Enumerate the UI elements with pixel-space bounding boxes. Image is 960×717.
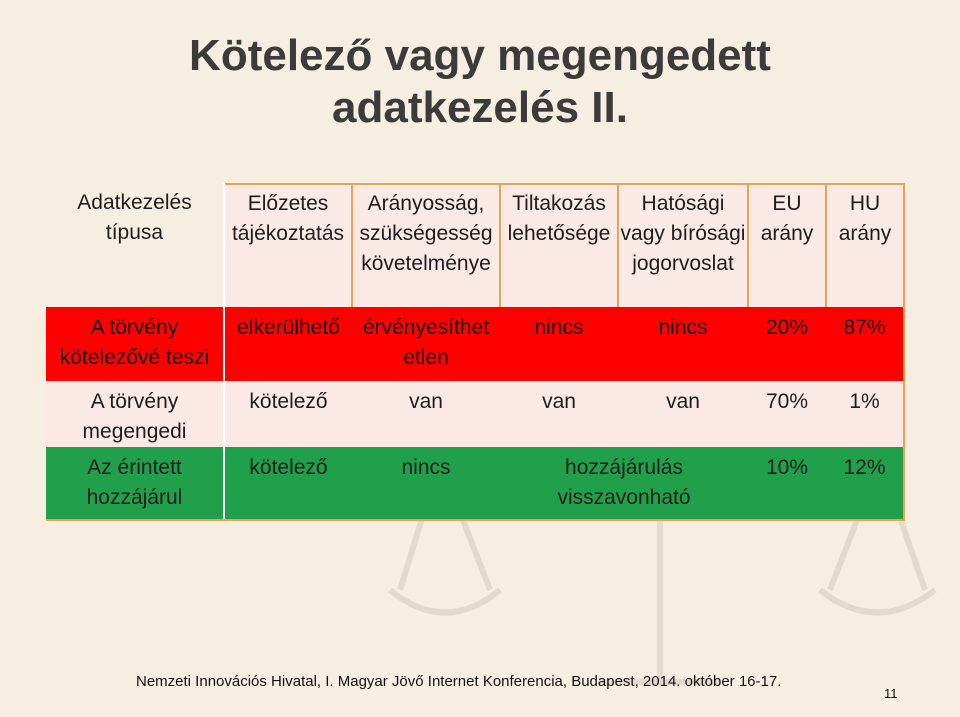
header-cell: Adatkezelés típusa: [46, 184, 225, 307]
table-row: Az érintett hozzájárul kötelező nincs ho…: [46, 447, 905, 521]
header-cell: Hatósági vagy bírósági jogorvoslat: [617, 183, 748, 307]
title-line-1: Kötelező vagy megengedett: [189, 31, 771, 80]
title-line-2: adatkezelés II.: [332, 83, 628, 132]
page-title: Kötelező vagy megengedett adatkezelés II…: [120, 30, 840, 134]
row-type-cell: Az érintett hozzájárul: [46, 447, 225, 521]
table-cell: 12%: [826, 447, 905, 521]
header-cell: HU arány: [825, 183, 905, 307]
table-cell: 1%: [826, 381, 905, 447]
table-cell: elkerülhető: [224, 307, 352, 381]
row-type-cell: A törvény megengedi: [46, 381, 225, 447]
table-cell: 10%: [748, 447, 826, 521]
table-cell: van: [618, 381, 748, 447]
table-cell: 87%: [826, 307, 905, 381]
row-type-cell: A törvény kötelezővé teszi: [46, 307, 225, 381]
header-cell: Arányosság, szükségesség követelménye: [351, 183, 500, 307]
page-number: 11: [884, 686, 898, 701]
header-cell: Tiltakozás lehetősége: [499, 183, 618, 307]
table-cell: kötelező: [224, 447, 352, 521]
table-cell: 20%: [748, 307, 826, 381]
table-cell: nincs: [618, 307, 748, 381]
table-row: A törvény kötelezővé teszi elkerülhető é…: [46, 307, 905, 381]
table-cell: kötelező: [224, 381, 352, 447]
table-row: A törvény megengedi kötelező van van van…: [46, 381, 905, 447]
table-cell: nincs: [352, 447, 500, 521]
table-cell: 70%: [748, 381, 826, 447]
header-cell: EU arány: [747, 183, 826, 307]
data-processing-table: Adatkezelés típusa Előzetes tájékoztatás…: [46, 183, 905, 521]
table-cell: érvényesíthet etlen: [352, 307, 500, 381]
table-cell: van: [500, 381, 618, 447]
footer-text: Nemzeti Innovációs Hivatal, I. Magyar Jö…: [136, 673, 782, 690]
header-cell: Előzetes tájékoztatás: [223, 183, 352, 307]
table-cell: hozzájárulás visszavonható: [500, 447, 748, 521]
table-cell: nincs: [500, 307, 618, 381]
table-header-row: Adatkezelés típusa Előzetes tájékoztatás…: [46, 183, 905, 307]
table-cell: van: [352, 381, 500, 447]
